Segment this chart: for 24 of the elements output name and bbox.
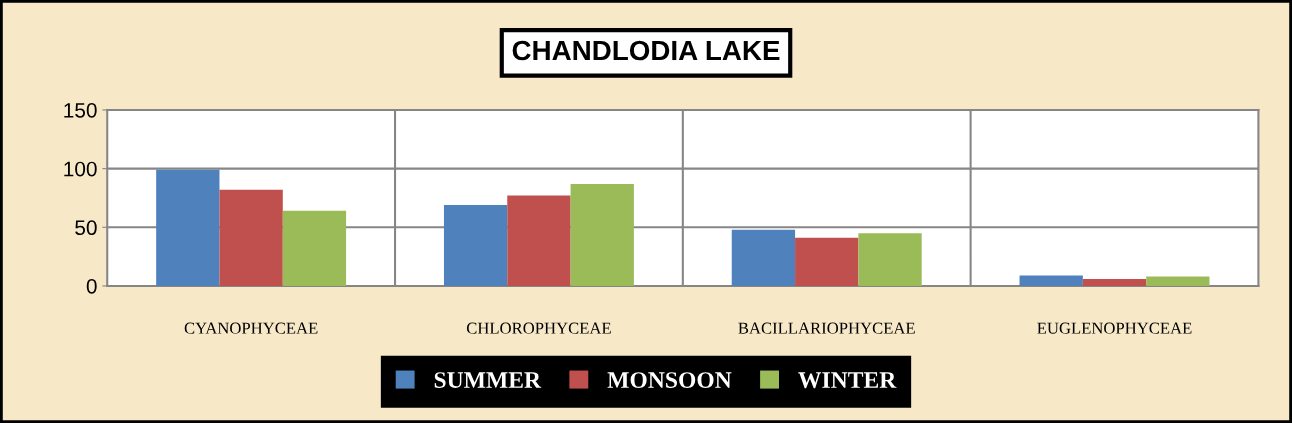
x-tick-label: EUGLENOPHYCEAE <box>1037 322 1192 334</box>
bar <box>1146 276 1210 286</box>
bar <box>1082 278 1147 286</box>
x-tick-label: CYANOPHYCEAE <box>184 322 318 334</box>
y-tick-label: 0 <box>86 278 97 294</box>
bar <box>570 183 634 286</box>
y-tick-label: 100 <box>64 161 97 177</box>
legend-label: SUMMER <box>434 372 542 388</box>
chart-title: CHANDLODIA LAKE <box>512 40 780 61</box>
bar <box>507 195 571 286</box>
bar <box>731 229 796 286</box>
y-tick-label: 150 <box>64 102 97 118</box>
x-tick-label: BACILLARIOPHYCEAE <box>738 322 915 334</box>
bar <box>219 189 283 286</box>
bar <box>156 169 220 286</box>
bar <box>443 205 508 286</box>
bar <box>282 210 347 286</box>
x-tick-label: CHLOROPHYCEAE <box>466 322 611 334</box>
bar <box>795 237 859 286</box>
legend-label: MONSOON <box>607 372 732 388</box>
bar <box>858 233 922 286</box>
y-tick-label: 50 <box>75 220 97 236</box>
legend-label: WINTER <box>798 372 897 389</box>
bar <box>1019 275 1083 286</box>
